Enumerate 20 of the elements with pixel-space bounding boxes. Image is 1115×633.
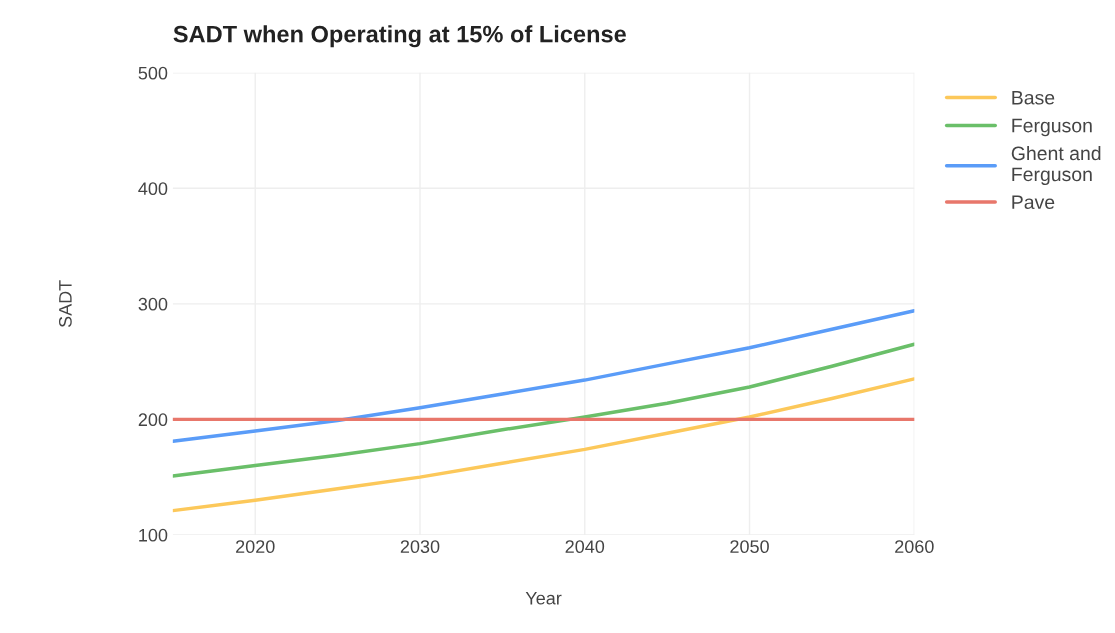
line-series [172,342,915,478]
y-axis-title: SADT [58,280,72,328]
x-axis-title: Year [525,591,562,605]
legend-label: Ferguson [1012,118,1092,137]
y-tick-label: 400 [138,182,168,196]
line-series [172,377,915,513]
legend-label: Ghent and Ferguson [1011,145,1101,186]
x-tick-label: 2050 [730,540,769,554]
line-series [172,309,915,444]
x-tick-label: 2030 [400,540,440,554]
chart-title: SADT when Operating at 15% of License [173,25,626,48]
y-tick-label: 100 [139,528,168,542]
x-tick-label: 2060 [895,540,934,554]
legend-label: Pave [1012,195,1055,210]
y-tick-label: 300 [138,297,168,311]
y-tick-label: 500 [138,66,168,80]
x-tick-label: 2020 [236,540,275,554]
legend-label: Base [1012,91,1055,105]
x-tick-label: 2040 [565,540,605,554]
y-tick-label: 200 [138,413,168,427]
